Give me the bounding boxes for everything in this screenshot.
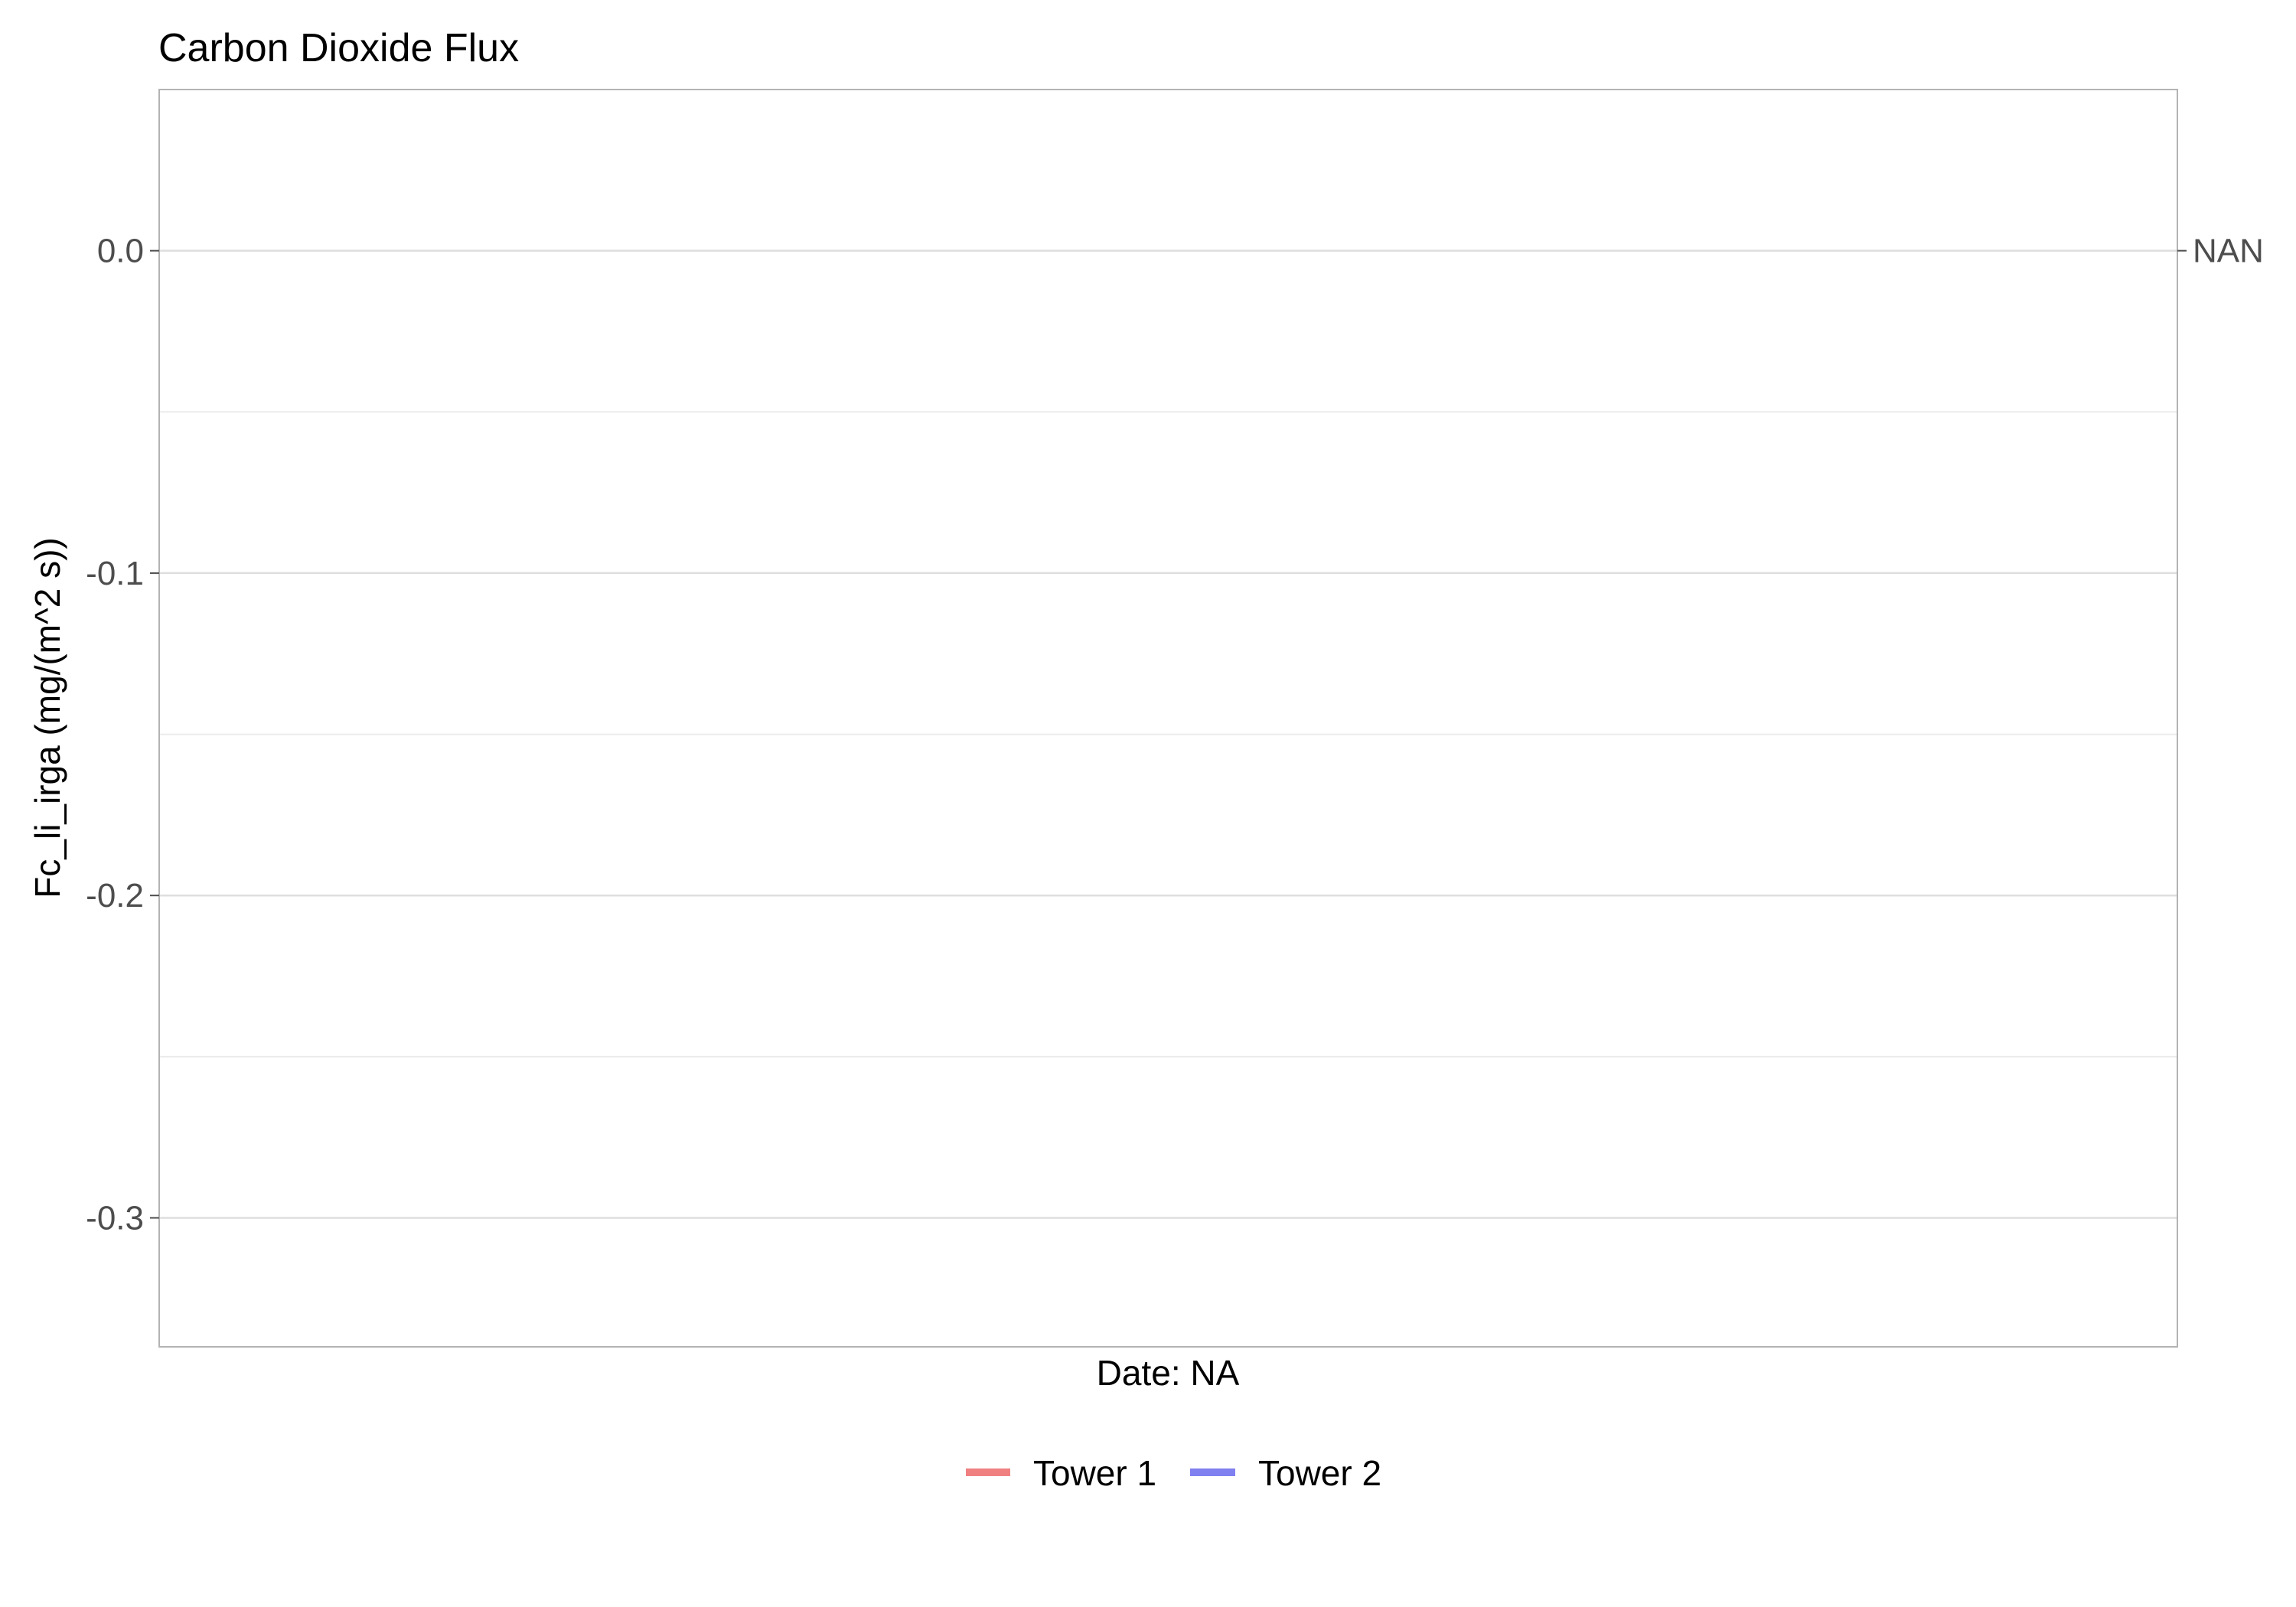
x-axis-title: Date: NA [1097,1353,1240,1393]
legend-label-tower-2: Tower 2 [1258,1453,1381,1493]
secondary-y-tick-label: NAN [2193,233,2264,270]
legend-item-tower-2: Tower 2 [1190,1453,1381,1493]
y-tick-label: -0.2 [86,877,144,914]
y-tick-label: -0.1 [86,555,144,592]
legend-item-tower-1: Tower 1 [966,1453,1156,1493]
y-tick-label: 0.0 [97,233,144,270]
plot-panel [158,89,2178,1348]
legend: Tower 1 Tower 2 [966,1453,1381,1493]
legend-label-tower-1: Tower 1 [1033,1453,1156,1493]
y-tick-label: -0.3 [86,1199,144,1237]
y-axis-title: Fc_li_irga (mg/(m^2 s)) [28,537,67,898]
chart-title: Carbon Dioxide Flux [158,26,519,70]
y-axis-ticks: 0.0 -0.1 -0.2 -0.3 [86,233,2187,1237]
